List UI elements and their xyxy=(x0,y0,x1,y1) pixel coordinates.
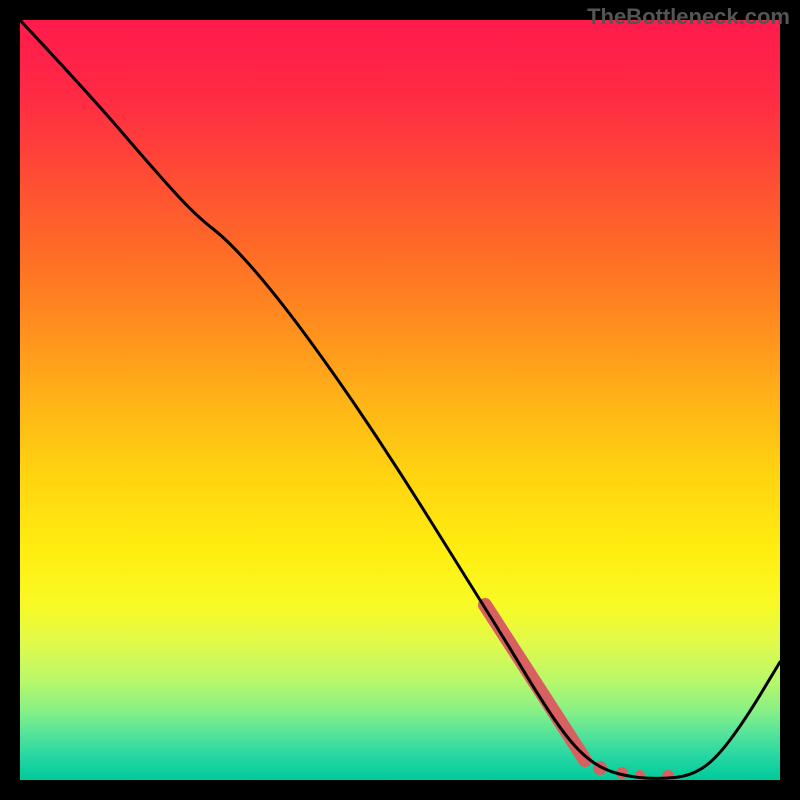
bottleneck-curve xyxy=(20,20,780,778)
curve-layer xyxy=(20,20,780,780)
watermark-text: TheBottleneck.com xyxy=(587,4,790,30)
chart-area xyxy=(20,20,780,780)
accent-segment xyxy=(485,605,585,760)
chart-container: TheBottleneck.com xyxy=(0,0,800,800)
